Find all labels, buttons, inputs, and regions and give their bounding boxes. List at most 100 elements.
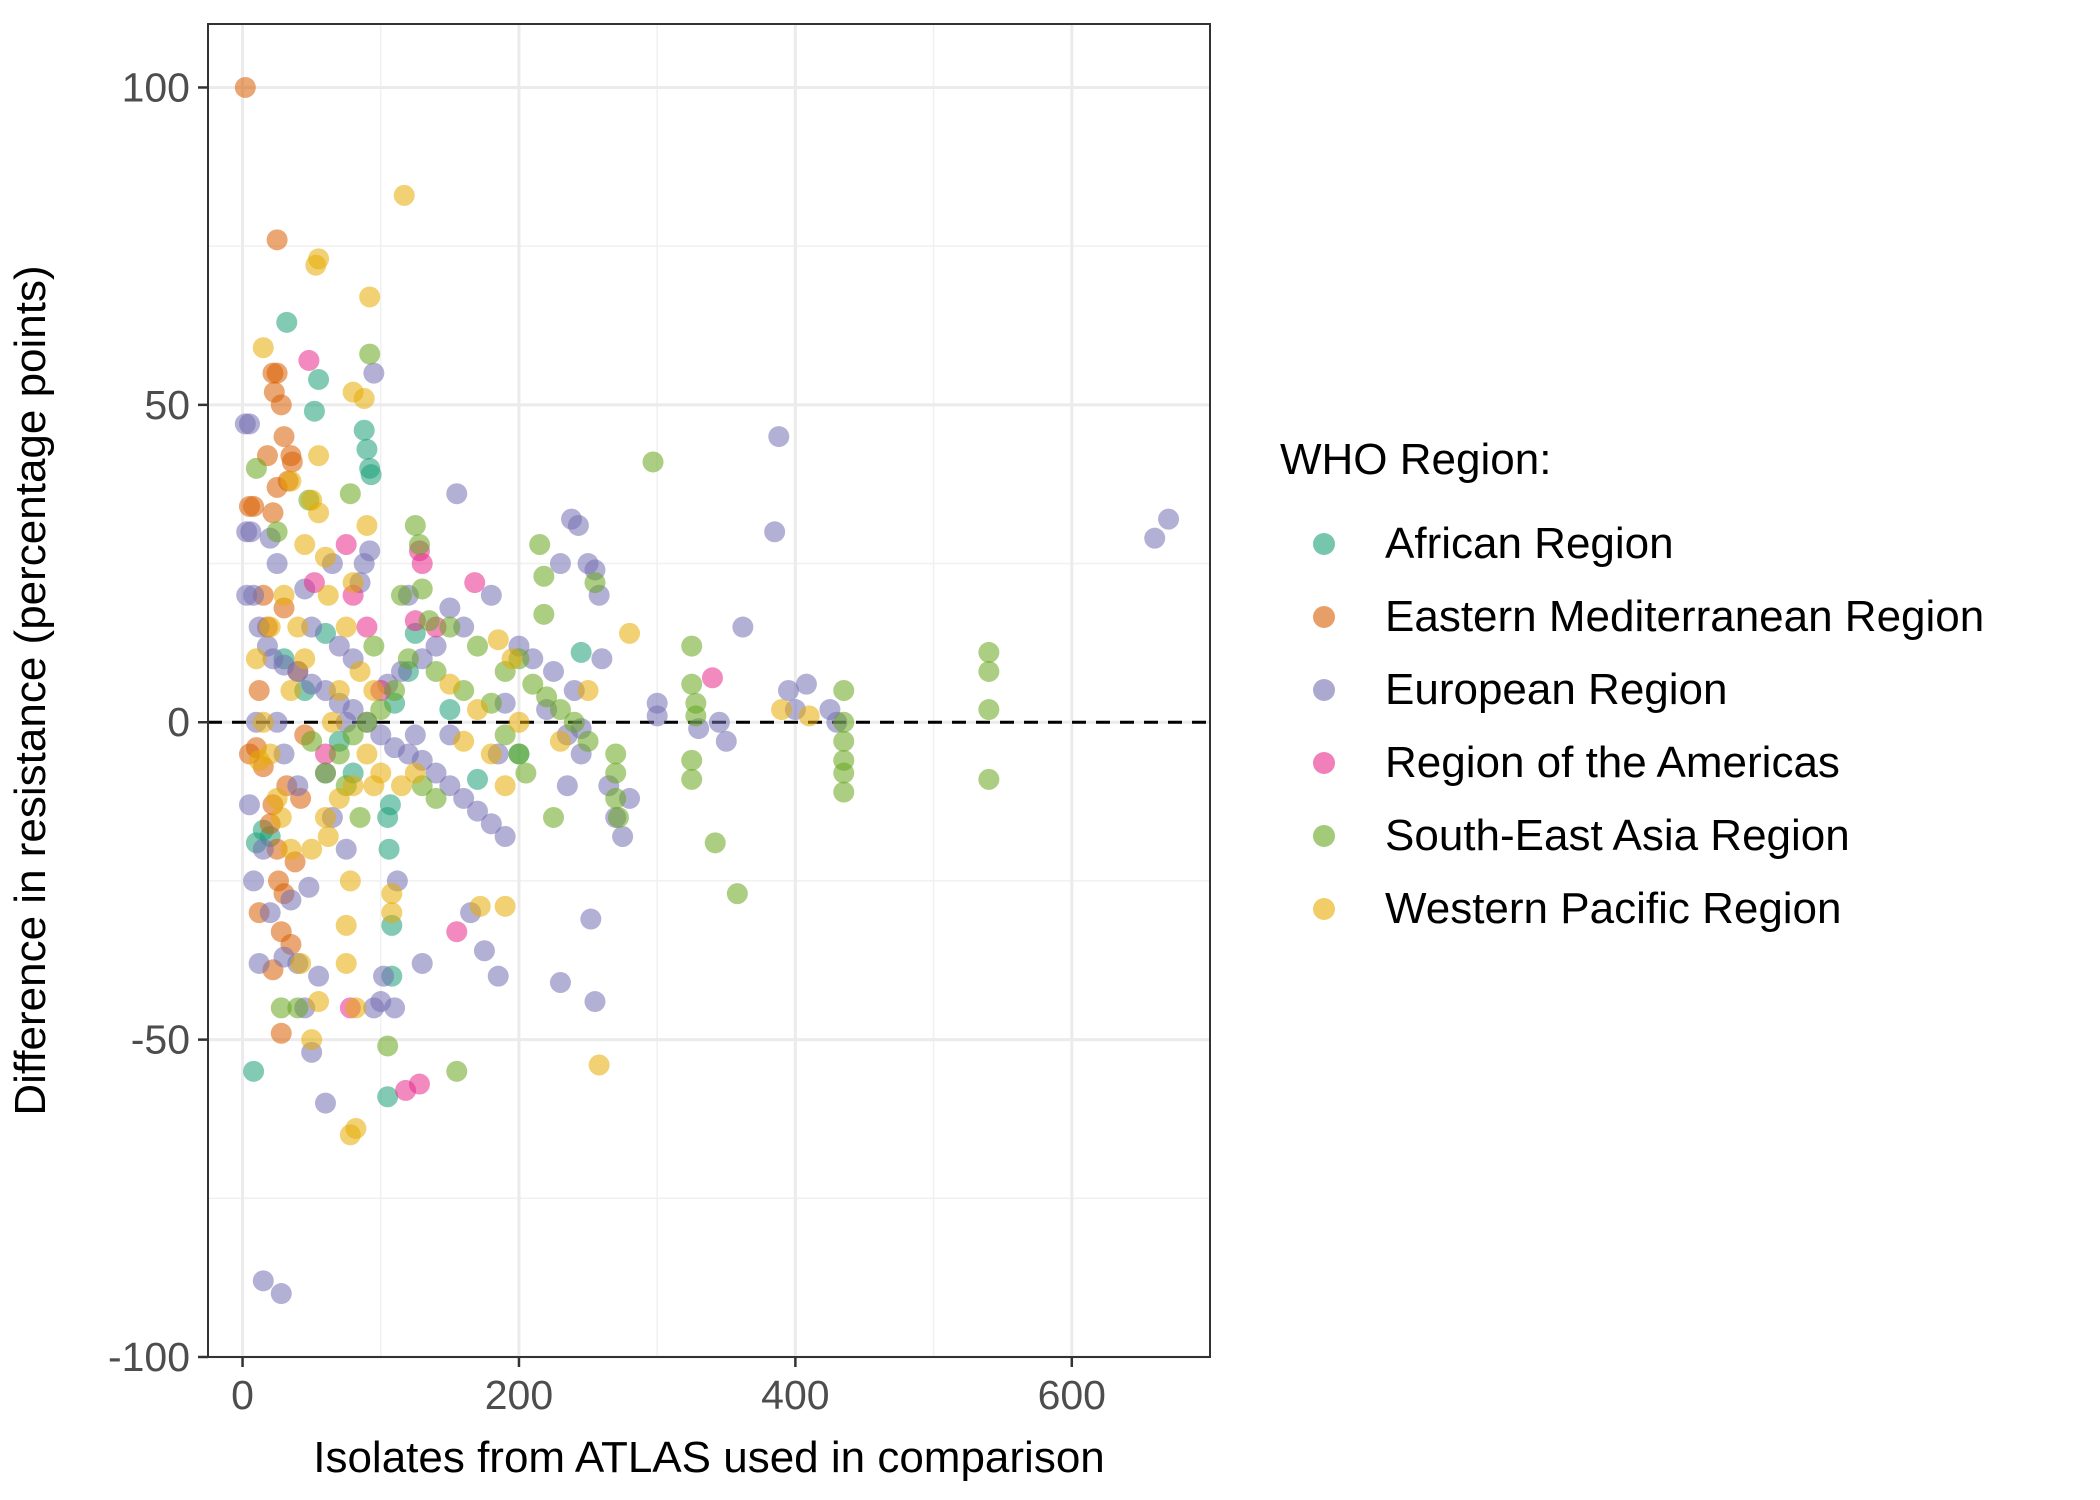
data-point bbox=[464, 572, 486, 594]
legend-key-marker bbox=[1313, 897, 1335, 920]
data-point bbox=[356, 711, 378, 733]
data-point bbox=[533, 565, 555, 587]
data-point bbox=[266, 362, 288, 384]
data-point bbox=[978, 660, 1000, 682]
y-tick-label: 100 bbox=[122, 64, 190, 110]
data-point bbox=[494, 825, 516, 847]
data-point bbox=[339, 483, 361, 505]
x-tick-label: 400 bbox=[761, 1372, 829, 1418]
data-point bbox=[381, 902, 403, 924]
data-point bbox=[446, 921, 468, 943]
data-point bbox=[377, 1086, 399, 1108]
data-point bbox=[681, 768, 703, 790]
data-point bbox=[298, 349, 320, 371]
data-point bbox=[317, 584, 339, 606]
data-point bbox=[408, 1073, 430, 1095]
data-point bbox=[360, 464, 382, 486]
data-point bbox=[768, 426, 790, 448]
data-point bbox=[480, 813, 502, 835]
data-point bbox=[266, 787, 288, 809]
data-point bbox=[243, 584, 265, 606]
data-point bbox=[287, 997, 309, 1019]
data-point bbox=[494, 895, 516, 917]
data-point bbox=[494, 775, 516, 797]
legend-item: European Region bbox=[1280, 653, 1984, 726]
data-point bbox=[252, 1270, 274, 1292]
data-point bbox=[704, 832, 726, 854]
legend-item: Western Pacific Region bbox=[1280, 872, 1984, 945]
legend-item: African Region bbox=[1280, 507, 1984, 580]
data-point bbox=[301, 1029, 323, 1051]
data-point bbox=[411, 553, 433, 575]
data-point bbox=[494, 724, 516, 746]
data-point bbox=[363, 680, 385, 701]
legend-label: European Region bbox=[1385, 664, 1728, 714]
legend-key-marker bbox=[1313, 605, 1335, 628]
data-point bbox=[501, 648, 523, 670]
data-point bbox=[373, 965, 395, 987]
data-point bbox=[605, 743, 627, 765]
scatter-chart: -100 -50 0 50 100 0 200 400 600 Isolates from A… bbox=[6, 23, 1211, 1482]
data-point bbox=[439, 699, 461, 721]
data-point bbox=[715, 730, 737, 752]
data-point bbox=[328, 787, 350, 809]
data-point bbox=[384, 997, 406, 1019]
series-5 bbox=[245, 184, 820, 1146]
data-point bbox=[270, 921, 292, 943]
data-point bbox=[335, 952, 357, 974]
data-point bbox=[339, 870, 361, 892]
legend-item: Eastern Mediterranean Region bbox=[1280, 580, 1984, 653]
data-point bbox=[266, 521, 288, 543]
data-point bbox=[328, 680, 350, 701]
data-point bbox=[240, 521, 262, 543]
legend-label: Eastern Mediterranean Region bbox=[1385, 591, 1985, 641]
data-point bbox=[335, 616, 357, 638]
data-point bbox=[529, 534, 551, 556]
data-point bbox=[281, 451, 303, 473]
data-point bbox=[238, 413, 260, 435]
data-point bbox=[411, 952, 433, 974]
data-point bbox=[356, 514, 378, 536]
data-point bbox=[425, 660, 447, 682]
plot-panel-border bbox=[207, 23, 1211, 1358]
data-point bbox=[381, 883, 403, 905]
legend-label: Western Pacific Region bbox=[1385, 883, 1842, 933]
data-point bbox=[363, 775, 385, 797]
data-point bbox=[317, 825, 339, 847]
data-point bbox=[425, 635, 447, 657]
data-point bbox=[314, 1092, 336, 1114]
data-point bbox=[301, 730, 323, 752]
data-point bbox=[681, 635, 703, 657]
data-point bbox=[266, 553, 288, 575]
data-point bbox=[408, 534, 430, 556]
series-4 bbox=[245, 343, 1000, 1082]
data-point bbox=[356, 438, 378, 460]
data-point bbox=[303, 400, 325, 422]
data-point bbox=[577, 680, 599, 701]
data-point bbox=[301, 838, 323, 860]
x-tick-label: 200 bbox=[485, 1372, 553, 1418]
data-point bbox=[563, 711, 585, 733]
data-point bbox=[290, 952, 312, 974]
data-point bbox=[270, 806, 292, 828]
data-point bbox=[467, 635, 489, 657]
data-point bbox=[978, 699, 1000, 721]
data-point bbox=[605, 787, 627, 809]
data-point bbox=[252, 838, 274, 860]
data-point bbox=[708, 711, 730, 733]
data-point bbox=[243, 495, 265, 517]
data-point bbox=[393, 184, 415, 206]
data-point bbox=[234, 76, 256, 98]
data-point bbox=[577, 730, 599, 752]
data-point bbox=[487, 629, 509, 651]
data-point bbox=[833, 730, 855, 752]
y-tick-label: 0 bbox=[167, 699, 190, 745]
data-point bbox=[701, 667, 723, 689]
data-point bbox=[607, 806, 629, 828]
data-point bbox=[359, 343, 381, 365]
x-axis-title: Isolates from ATLAS used in comparison bbox=[313, 1433, 1105, 1482]
data-point bbox=[321, 711, 343, 733]
data-point bbox=[404, 762, 426, 784]
data-point bbox=[252, 711, 274, 733]
data-point bbox=[328, 743, 350, 765]
